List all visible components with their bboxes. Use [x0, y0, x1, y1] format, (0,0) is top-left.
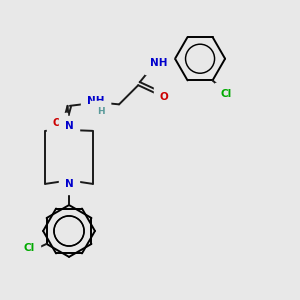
Text: Cl: Cl [220, 88, 231, 99]
Text: O: O [160, 92, 168, 102]
Text: N: N [65, 179, 74, 189]
Text: NH: NH [150, 58, 168, 68]
Text: Cl: Cl [23, 243, 34, 253]
Text: H: H [97, 106, 104, 116]
Text: NH: NH [87, 96, 104, 106]
Text: N: N [65, 122, 74, 131]
Text: O: O [52, 118, 61, 128]
